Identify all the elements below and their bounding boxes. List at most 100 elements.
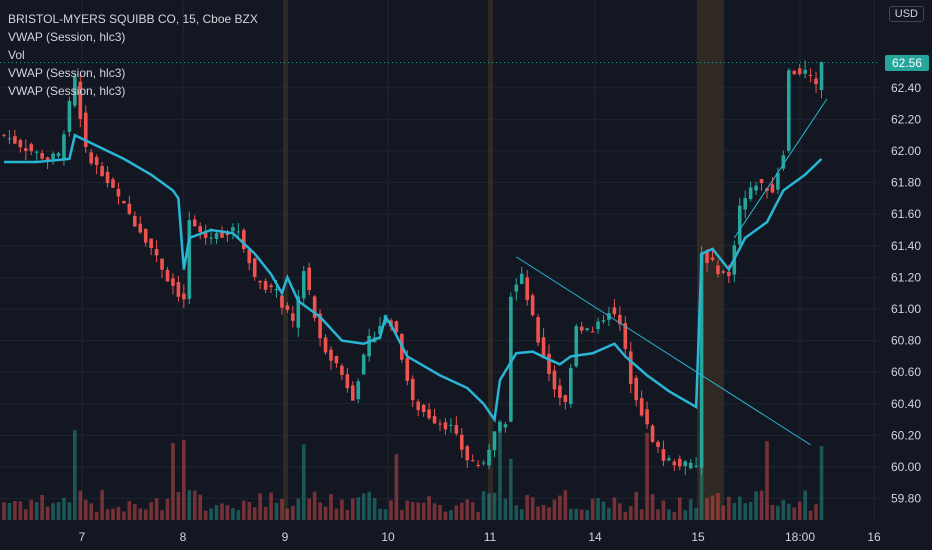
grid: [0, 0, 880, 520]
volume-bar: [83, 499, 88, 520]
time-tick-label: 8: [180, 530, 187, 544]
volume-bar: [100, 490, 104, 520]
time-tick-label: 15: [691, 530, 705, 544]
time-tick-label: 10: [381, 530, 395, 544]
volume-bar: [394, 454, 399, 520]
volume-bar: [62, 497, 66, 520]
candle-body: [2, 134, 6, 136]
candle-body: [699, 253, 704, 468]
candle-body: [252, 258, 257, 277]
volume-bar: [797, 501, 802, 520]
volume-bar: [274, 502, 279, 520]
volume-bar: [525, 495, 529, 520]
price-tick-label: 60.80: [891, 334, 921, 348]
candle-body: [792, 71, 797, 75]
candle-body: [105, 171, 110, 184]
candle-body: [721, 271, 726, 273]
volume-bar: [133, 504, 137, 520]
volume-bar: [220, 503, 224, 520]
candle-body: [405, 357, 410, 381]
candle-body: [519, 273, 524, 284]
volume-bar: [285, 508, 290, 520]
volume-bar: [449, 510, 453, 520]
candle-body: [656, 441, 660, 447]
candle-body: [7, 138, 12, 140]
candle-body: [628, 351, 633, 384]
candle-body: [133, 215, 137, 227]
legend-indicator-2[interactable]: Vol: [8, 48, 25, 62]
candle-body: [432, 416, 437, 424]
candle-body: [601, 320, 606, 322]
volume-bar: [138, 508, 143, 520]
price-tick-label: 60.20: [891, 428, 921, 442]
candle-body: [634, 377, 638, 401]
volume-bar: [171, 443, 175, 520]
candle-body: [759, 179, 764, 184]
candle-body: [639, 398, 644, 416]
trendlines: [0, 62, 880, 446]
candle-body: [149, 238, 153, 248]
trendline: [733, 98, 828, 239]
volume-bar: [476, 511, 480, 520]
candle-body: [754, 185, 758, 191]
legend-indicator-3[interactable]: VWAP (Session, hlc3): [8, 66, 126, 80]
candle-body: [509, 296, 513, 422]
candle-body: [623, 323, 628, 349]
volume-bar: [214, 505, 219, 520]
candle-body: [187, 220, 192, 299]
time-tick-label: 7: [79, 530, 86, 544]
candle-body: [258, 281, 262, 283]
legend: BRISTOL-MYERS SQUIBB CO, 15, Cboe BZX VW…: [8, 10, 258, 100]
candle-body: [83, 112, 88, 147]
candle-body: [814, 78, 818, 85]
price-tick-label: 60.00: [891, 460, 921, 474]
volume-bar: [280, 499, 284, 520]
volume-bar: [291, 505, 295, 520]
volume-bar: [481, 491, 486, 520]
price-tick-label: 61.80: [891, 176, 921, 190]
candle-body: [13, 136, 17, 144]
volume-bar: [51, 503, 55, 520]
volume-bar: [710, 495, 715, 520]
volume-bar: [585, 509, 589, 520]
candle-body: [716, 265, 720, 275]
time-tick-label: 11: [484, 530, 497, 544]
volume-bar: [301, 444, 306, 520]
price-tick-label: 61.60: [891, 207, 921, 221]
volume-bar: [787, 503, 791, 520]
candle-body: [209, 237, 213, 239]
volume-bar: [34, 502, 39, 520]
candle-body: [78, 81, 83, 119]
candle-body: [242, 230, 246, 249]
candle-body: [481, 462, 486, 464]
volume-bar: [378, 508, 382, 520]
volume-bar: [530, 497, 535, 520]
volume-bar: [318, 502, 322, 520]
volume-bar: [225, 505, 230, 520]
legend-indicator-4[interactable]: VWAP (Session, hlc3): [8, 84, 126, 98]
volume-bar: [231, 508, 235, 520]
candle-body: [612, 307, 617, 315]
vwap-line: [4, 133, 823, 423]
volume-bar: [323, 506, 328, 520]
volume-bar: [470, 502, 475, 520]
candle-body: [776, 172, 780, 190]
volume-bar: [808, 510, 813, 520]
volume-bar: [258, 493, 262, 520]
candle-body: [470, 460, 475, 462]
legend-indicator-1[interactable]: VWAP (Session, hlc3): [8, 30, 126, 44]
volume-bar: [667, 509, 671, 520]
volume-bar: [143, 509, 148, 520]
time-tick-label: 14: [588, 530, 602, 544]
currency-button[interactable]: USD: [888, 6, 924, 22]
candle-body: [672, 461, 677, 466]
volume-bar: [421, 502, 426, 520]
volume-bar: [574, 508, 579, 520]
candle-body: [770, 184, 775, 193]
candle-body: [89, 152, 93, 164]
time-tick-label: 16: [867, 530, 881, 544]
candle-body: [301, 271, 306, 299]
candle-body: [808, 75, 813, 77]
volume-bar: [678, 497, 682, 520]
